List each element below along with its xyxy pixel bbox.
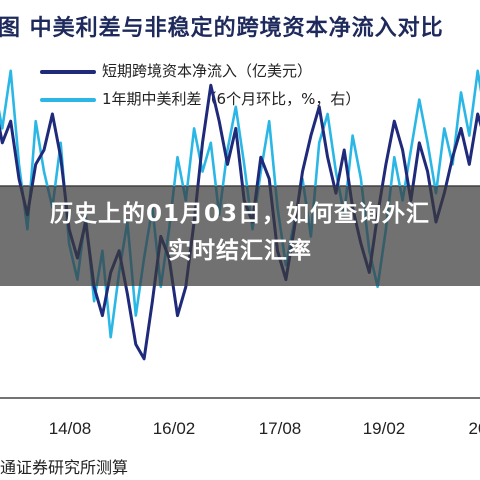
chart-title-text: 图 中美利差与非稳定的跨境资本净流入对比 <box>0 16 444 41</box>
legend-swatch-spread <box>40 98 96 102</box>
legend-swatch-short-flow <box>40 70 96 74</box>
legend-label-spread: 1年期中美利差（6个月环比，%，右） <box>102 90 361 108</box>
x-tick-label: 19/02 <box>363 419 406 438</box>
source-note: 通证券研究所测算 <box>0 452 480 476</box>
x-tick-label: 20 <box>469 419 480 438</box>
legend-item-spread: 1年期中美利差（6个月环比，%，右） <box>34 86 454 114</box>
x-ticks: 14/08 16/02 17/08 19/02 20 <box>49 419 480 438</box>
chart-legend: 短期跨境资本净流入（亿美元） 1年期中美利差（6个月环比，%，右） <box>34 58 454 114</box>
x-tick-label: 16/02 <box>153 419 196 438</box>
headline-text: 历史上的01月03日，如何查询外汇实时结汇汇率 <box>49 201 430 264</box>
x-tick-label: 14/08 <box>49 419 92 438</box>
headline-overlay: 历史上的01月03日，如何查询外汇实时结汇汇率 <box>0 186 480 286</box>
chart-title: 图 中美利差与非稳定的跨境资本净流入对比 <box>0 6 480 42</box>
legend-item-short-flow: 短期跨境资本净流入（亿美元） <box>34 58 454 86</box>
legend-label-short-flow: 短期跨境资本净流入（亿美元） <box>102 62 313 80</box>
source-note-text: 通证券研究所测算 <box>0 458 129 476</box>
x-tick-label: 17/08 <box>259 419 302 438</box>
